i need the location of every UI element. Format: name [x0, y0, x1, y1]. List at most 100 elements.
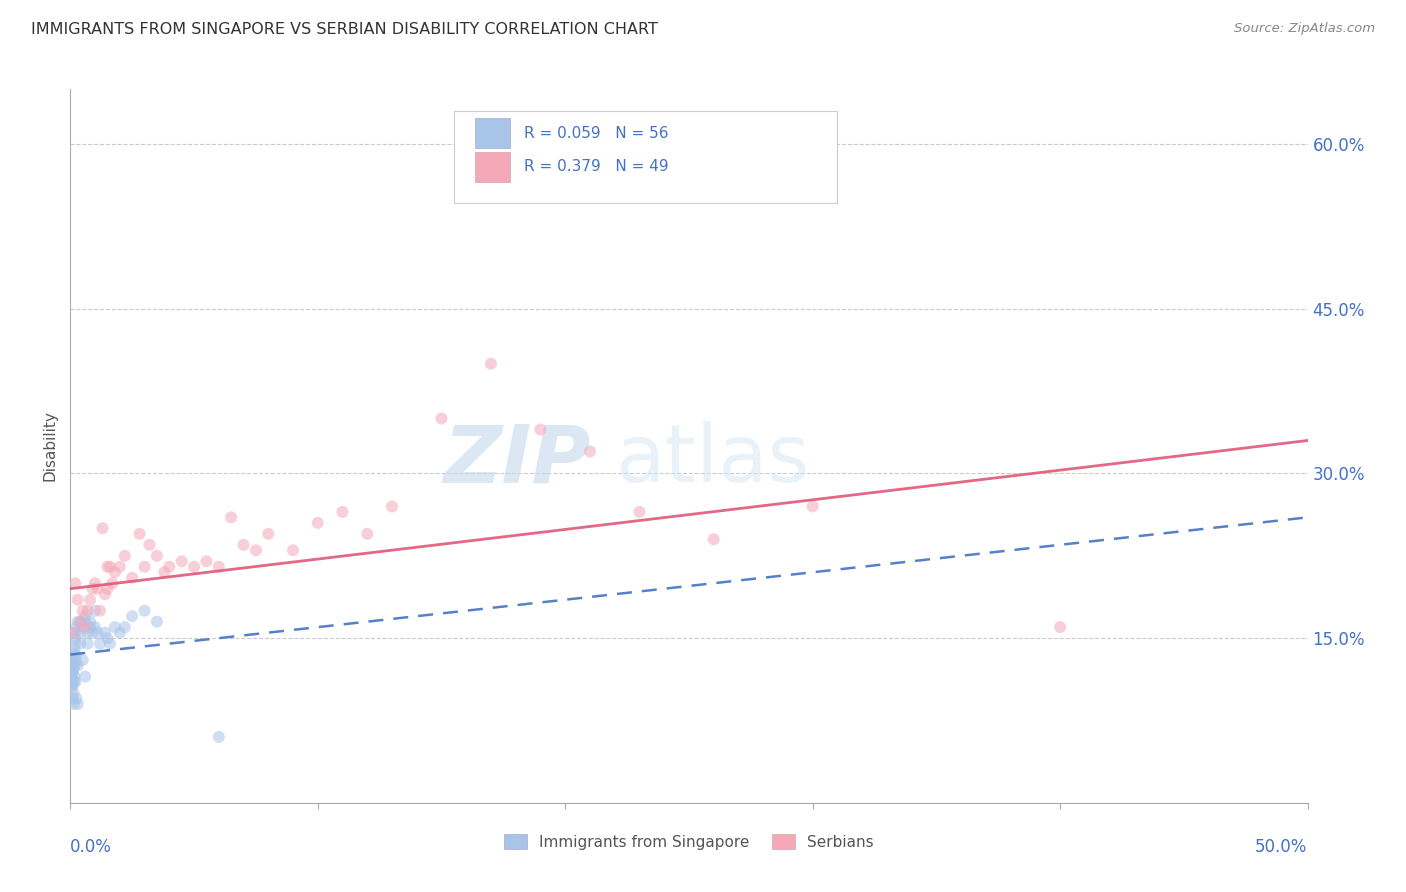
Point	[62, 673, 84, 687]
Point	[114, 549, 136, 563]
Point	[91, 521, 114, 535]
Point	[134, 604, 156, 618]
Point	[62, 625, 84, 640]
Point	[430, 411, 453, 425]
Point	[146, 615, 169, 629]
Point	[86, 582, 108, 596]
Point	[69, 637, 91, 651]
Point	[62, 666, 84, 681]
Point	[62, 658, 84, 673]
Point	[801, 500, 824, 514]
Point	[96, 631, 118, 645]
Point	[157, 559, 180, 574]
Point	[332, 505, 354, 519]
Point	[89, 637, 111, 651]
Point	[628, 505, 651, 519]
Point	[307, 516, 329, 530]
Point	[114, 620, 136, 634]
Point	[72, 620, 94, 634]
FancyBboxPatch shape	[454, 111, 838, 203]
Point	[1049, 620, 1071, 634]
Point	[153, 566, 176, 580]
Point	[63, 655, 86, 669]
Text: R = 0.379   N = 49: R = 0.379 N = 49	[524, 160, 669, 175]
Text: R = 0.059   N = 56: R = 0.059 N = 56	[524, 126, 669, 141]
Point	[66, 615, 89, 629]
Point	[76, 604, 98, 618]
Point	[257, 526, 280, 541]
Text: 50.0%: 50.0%	[1256, 838, 1308, 856]
Bar	[475, 152, 509, 182]
Point	[108, 625, 131, 640]
Point	[62, 691, 84, 706]
Point	[72, 653, 94, 667]
Point	[94, 625, 117, 640]
Point	[79, 592, 101, 607]
Point	[94, 587, 117, 601]
Point	[82, 582, 104, 596]
Point	[72, 604, 94, 618]
Point	[63, 658, 86, 673]
Point	[195, 554, 218, 568]
Point	[108, 559, 131, 574]
Text: 0.0%: 0.0%	[70, 838, 112, 856]
Point	[98, 637, 121, 651]
Point	[75, 615, 97, 629]
Point	[84, 620, 107, 634]
Point	[75, 669, 97, 683]
Point	[703, 533, 725, 547]
Point	[69, 615, 91, 629]
Point	[69, 615, 91, 629]
Point	[65, 653, 87, 667]
Point	[128, 526, 150, 541]
Point	[208, 559, 231, 574]
Legend: Immigrants from Singapore, Serbians: Immigrants from Singapore, Serbians	[498, 828, 880, 855]
Point	[65, 648, 87, 662]
Point	[65, 631, 87, 645]
Point	[96, 582, 118, 596]
Point	[245, 543, 267, 558]
Point	[232, 538, 254, 552]
Point	[63, 669, 86, 683]
Point	[62, 662, 84, 676]
Point	[98, 559, 121, 574]
Point	[84, 604, 107, 618]
Point	[104, 566, 127, 580]
Point	[65, 637, 87, 651]
Point	[381, 500, 404, 514]
Point	[121, 571, 143, 585]
Point	[138, 538, 160, 552]
Point	[134, 559, 156, 574]
Point	[146, 549, 169, 563]
Text: Source: ZipAtlas.com: Source: ZipAtlas.com	[1234, 22, 1375, 36]
Point	[65, 675, 87, 690]
Point	[66, 658, 89, 673]
Point	[65, 576, 87, 591]
Point	[60, 664, 83, 678]
Point	[63, 648, 86, 662]
Point	[65, 625, 87, 640]
Point	[579, 444, 602, 458]
Point	[356, 526, 378, 541]
Point	[219, 510, 242, 524]
Point	[62, 697, 84, 711]
Point	[69, 625, 91, 640]
Point	[75, 609, 97, 624]
Point	[66, 697, 89, 711]
Bar	[475, 119, 509, 148]
Text: atlas: atlas	[614, 421, 808, 500]
Point	[121, 609, 143, 624]
Text: ZIP: ZIP	[443, 421, 591, 500]
Point	[65, 620, 87, 634]
Point	[84, 576, 107, 591]
Point	[89, 604, 111, 618]
Point	[63, 642, 86, 657]
Point	[63, 675, 86, 690]
Point	[183, 559, 205, 574]
Point	[66, 592, 89, 607]
Point	[82, 625, 104, 640]
Point	[281, 543, 304, 558]
Point	[76, 637, 98, 651]
Point	[60, 669, 83, 683]
Point	[60, 653, 83, 667]
